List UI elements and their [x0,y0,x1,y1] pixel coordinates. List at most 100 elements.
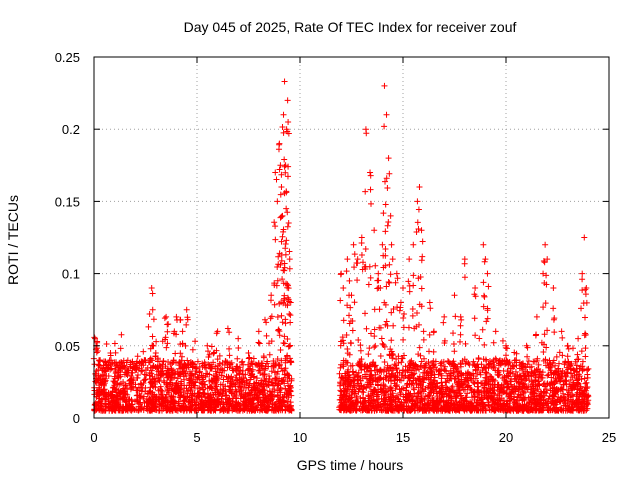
roti-point [400,336,407,343]
roti-point [396,307,403,314]
roti-point [390,322,397,329]
roti-point [544,256,551,263]
roti-point [389,387,396,394]
roti-point [264,381,271,388]
roti-point [563,378,570,385]
roti-point [159,394,166,401]
roti-point [383,175,390,182]
roti-point [532,374,539,381]
roti-point [237,395,244,402]
roti-point [182,402,189,409]
roti-point [152,404,159,411]
roti-point [400,385,407,392]
roti-point [575,407,582,414]
roti-point [424,393,431,400]
roti-point [400,285,406,292]
roti-point [509,388,516,395]
roti-point [337,387,344,394]
roti-point [201,390,208,397]
roti-point [254,406,261,413]
roti-point [235,335,242,342]
roti-point [278,365,285,372]
roti-point [389,367,396,374]
roti-point [566,407,573,414]
roti-point [117,389,124,396]
roti-point [371,333,378,340]
roti-point [374,406,381,413]
roti-point [212,407,219,414]
roti-point [286,310,293,317]
roti-point [272,401,279,408]
roti-point [397,304,404,311]
roti-point [341,405,348,412]
roti-point [448,375,455,382]
roti-point [165,359,172,366]
plot-frame [93,56,610,419]
roti-point [358,234,365,241]
roti-point [481,391,488,398]
roti-point [246,354,253,361]
roti-point [111,340,118,347]
roti-point [476,335,483,342]
roti-point [406,256,413,263]
roti-point [569,374,576,381]
roti-point [181,385,188,392]
roti-point [340,285,347,292]
roti-point [533,331,540,338]
roti-point [578,393,585,400]
roti-point [248,370,255,377]
roti-point [490,339,497,346]
roti-point [411,390,418,397]
roti-point [266,351,273,358]
roti-point [382,246,389,253]
roti-point [507,378,514,385]
roti-point [184,357,191,364]
roti-point [380,210,387,217]
roti-point [455,378,462,385]
roti-point [528,373,535,380]
roti-point [453,398,460,405]
roti-point [351,299,358,306]
roti-point [175,384,182,391]
roti-point [106,357,113,364]
roti-point [282,251,289,258]
roti-point [487,395,494,402]
roti-point [155,368,162,375]
roti-point [245,384,252,391]
roti-point [339,361,346,368]
x-tick-label: 20 [499,430,513,445]
roti-point [174,375,181,382]
roti-point [583,379,590,386]
roti-point [236,383,243,390]
roti-point [504,407,511,414]
roti-point [472,285,479,292]
roti-point [361,383,368,390]
roti-point [160,397,167,404]
roti-point [366,263,373,270]
roti-point [203,365,210,372]
roti-point [403,397,410,404]
roti-point [238,359,245,366]
roti-point [220,376,227,383]
roti-point [115,405,122,412]
roti-point [277,261,284,268]
roti-point [362,246,369,253]
roti-point [120,357,127,364]
roti-point [110,384,117,391]
roti-point [528,363,535,370]
roti-point [572,383,579,390]
roti-point [377,285,384,292]
roti-point [191,398,198,405]
roti-point [584,366,591,373]
roti-point [164,380,171,387]
roti-point [216,352,223,359]
roti-point [243,399,250,406]
roti-point [452,313,459,320]
roti-point [417,398,424,405]
roti-point [406,367,413,374]
roti-point [528,378,535,385]
roti-point [506,404,513,411]
roti-point [267,315,274,322]
roti-point [219,405,226,412]
roti-point [370,403,377,410]
